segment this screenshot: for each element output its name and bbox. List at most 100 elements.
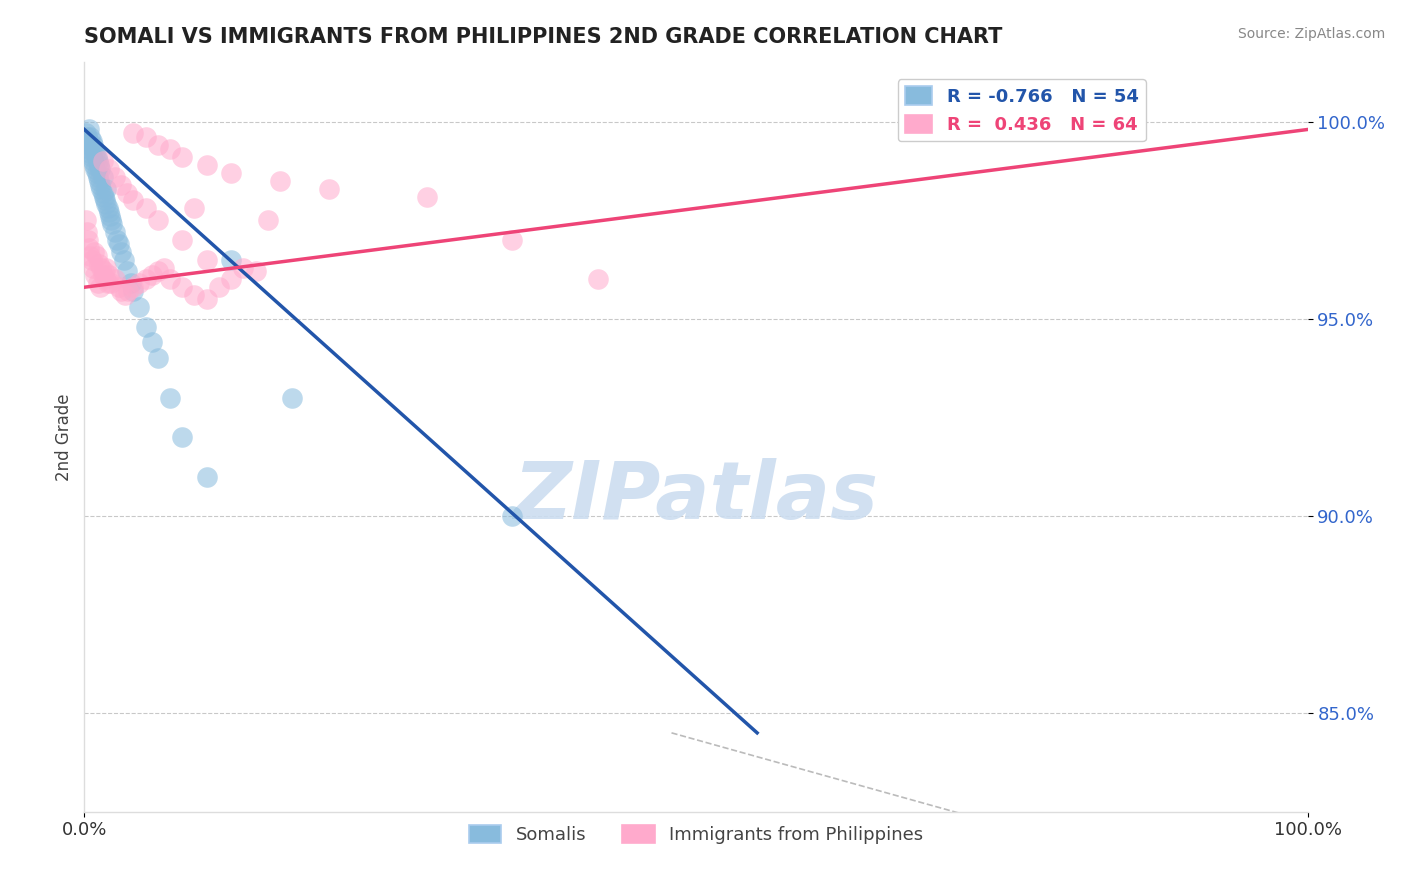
- Point: [83, 158, 105, 172]
- Point: [146, 264, 169, 278]
- Point: [219, 272, 242, 286]
- Point: [86, 150, 108, 164]
- Point: [120, 277, 142, 291]
- Point: [117, 284, 139, 298]
- Point: [94, 272, 117, 286]
- Point: [104, 169, 127, 184]
- Point: [502, 233, 524, 247]
- Point: [77, 241, 100, 255]
- Point: [96, 197, 118, 211]
- Point: [79, 130, 101, 145]
- Point: [80, 150, 103, 164]
- Point: [101, 217, 124, 231]
- Point: [83, 142, 105, 156]
- Point: [104, 272, 127, 286]
- Point: [195, 469, 218, 483]
- Point: [82, 260, 104, 275]
- Point: [141, 335, 163, 350]
- Point: [87, 169, 110, 184]
- Point: [135, 130, 157, 145]
- Point: [87, 174, 110, 188]
- Text: ZIPatlas: ZIPatlas: [513, 458, 879, 536]
- Point: [219, 166, 242, 180]
- Point: [135, 202, 157, 216]
- Point: [97, 202, 120, 216]
- Point: [84, 146, 107, 161]
- Point: [172, 430, 194, 444]
- Point: [77, 138, 100, 153]
- Point: [122, 280, 145, 294]
- Point: [195, 158, 218, 172]
- Point: [219, 252, 242, 267]
- Point: [80, 252, 103, 267]
- Point: [96, 260, 118, 275]
- Point: [245, 264, 267, 278]
- Point: [114, 288, 136, 302]
- Point: [76, 130, 98, 145]
- Point: [141, 268, 163, 283]
- Point: [208, 280, 231, 294]
- Point: [122, 194, 145, 208]
- Point: [76, 225, 98, 239]
- Point: [97, 205, 120, 219]
- Point: [232, 260, 254, 275]
- Point: [146, 138, 169, 153]
- Point: [98, 209, 121, 223]
- Point: [82, 154, 104, 169]
- Y-axis label: 2nd Grade: 2nd Grade: [55, 393, 73, 481]
- Point: [586, 272, 609, 286]
- Point: [195, 292, 218, 306]
- Point: [257, 213, 280, 227]
- Point: [115, 264, 138, 278]
- Point: [90, 260, 112, 275]
- Point: [502, 508, 524, 523]
- Point: [94, 194, 117, 208]
- Point: [318, 181, 340, 195]
- Point: [172, 150, 194, 164]
- Point: [79, 146, 101, 161]
- Point: [146, 213, 169, 227]
- Point: [93, 189, 115, 203]
- Point: [107, 236, 129, 251]
- Point: [97, 161, 120, 176]
- Point: [135, 272, 157, 286]
- Point: [86, 166, 108, 180]
- Point: [84, 161, 107, 176]
- Point: [77, 142, 100, 156]
- Point: [77, 233, 100, 247]
- Point: [91, 186, 114, 200]
- Point: [183, 202, 205, 216]
- Point: [80, 134, 103, 148]
- Point: [104, 225, 127, 239]
- Point: [172, 280, 194, 294]
- Point: [281, 391, 304, 405]
- Point: [159, 391, 181, 405]
- Point: [91, 154, 114, 169]
- Point: [110, 244, 132, 259]
- Legend: Somalis, Immigrants from Philippines: Somalis, Immigrants from Philippines: [461, 818, 931, 851]
- Point: [195, 252, 218, 267]
- Point: [87, 256, 110, 270]
- Point: [89, 161, 111, 176]
- Point: [105, 233, 128, 247]
- Point: [159, 272, 181, 286]
- Point: [90, 181, 112, 195]
- Point: [100, 213, 122, 227]
- Point: [84, 268, 107, 283]
- Point: [110, 178, 132, 192]
- Point: [89, 280, 111, 294]
- Point: [77, 134, 100, 148]
- Point: [87, 277, 110, 291]
- Point: [77, 122, 100, 136]
- Point: [87, 158, 110, 172]
- Point: [110, 284, 132, 298]
- Point: [146, 351, 169, 366]
- Point: [82, 138, 104, 153]
- Point: [87, 154, 110, 169]
- Point: [135, 319, 157, 334]
- Point: [172, 233, 194, 247]
- Point: [86, 249, 108, 263]
- Point: [122, 127, 145, 141]
- Point: [128, 300, 150, 314]
- Point: [91, 268, 114, 283]
